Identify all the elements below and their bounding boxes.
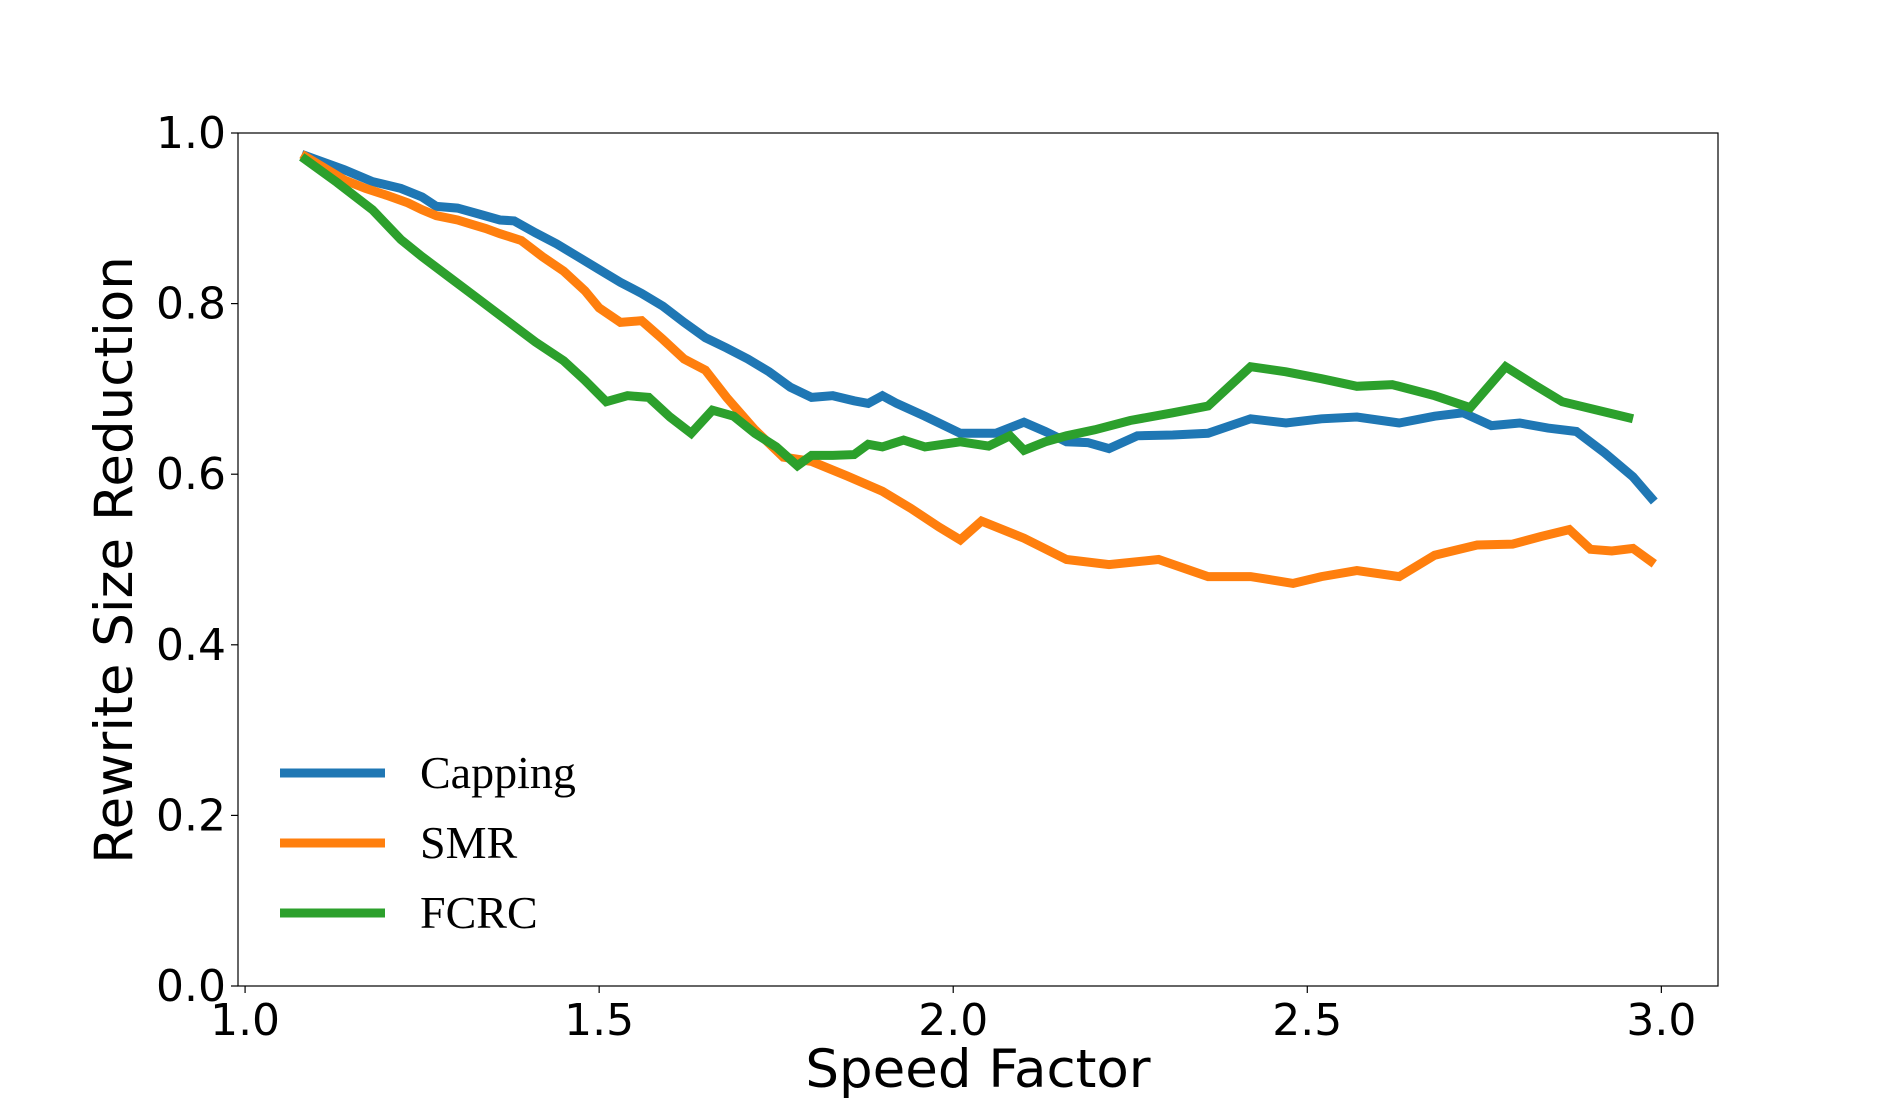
- x-tick-label: 3.0: [1626, 995, 1696, 1046]
- axes-layer: [237, 132, 1719, 987]
- x-tick-label: 1.0: [210, 995, 280, 1046]
- series-line-smr: [299, 150, 1657, 588]
- x-tick-label: 2.0: [918, 995, 988, 1046]
- y-tick-label: 0.0: [156, 961, 226, 1012]
- x-axis-title: Speed Factor: [805, 1039, 1150, 1100]
- y-tick-label: 0.6: [156, 449, 226, 500]
- y-tick-label: 1.0: [156, 108, 226, 159]
- plot-area: [238, 133, 1718, 986]
- legend: Capping SMR FCRC: [280, 747, 576, 938]
- legend-label-capping: Capping: [420, 747, 576, 798]
- legend-label-smr: SMR: [420, 817, 517, 868]
- x-tick-label: 1.5: [564, 995, 634, 1046]
- series-line-capping: [300, 150, 1658, 505]
- y-tick-label: 0.8: [156, 279, 226, 330]
- x-tick-label: 2.5: [1272, 995, 1342, 1046]
- plot-frame: [237, 132, 1719, 987]
- series-layer: [299, 150, 1658, 588]
- legend-label-fcrc: FCRC: [420, 887, 538, 938]
- x-ticks: 1.0 1.5 2.0 2.5 3.0: [210, 986, 1696, 1046]
- y-tick-label: 0.4: [156, 620, 226, 671]
- y-axis-title: Rewrite Size Reduction: [84, 256, 145, 864]
- y-ticks: 0.0 0.2 0.4 0.6 0.8 1.0: [156, 108, 238, 1012]
- series-line-fcrc: [299, 153, 1635, 472]
- y-tick-label: 0.2: [156, 790, 226, 841]
